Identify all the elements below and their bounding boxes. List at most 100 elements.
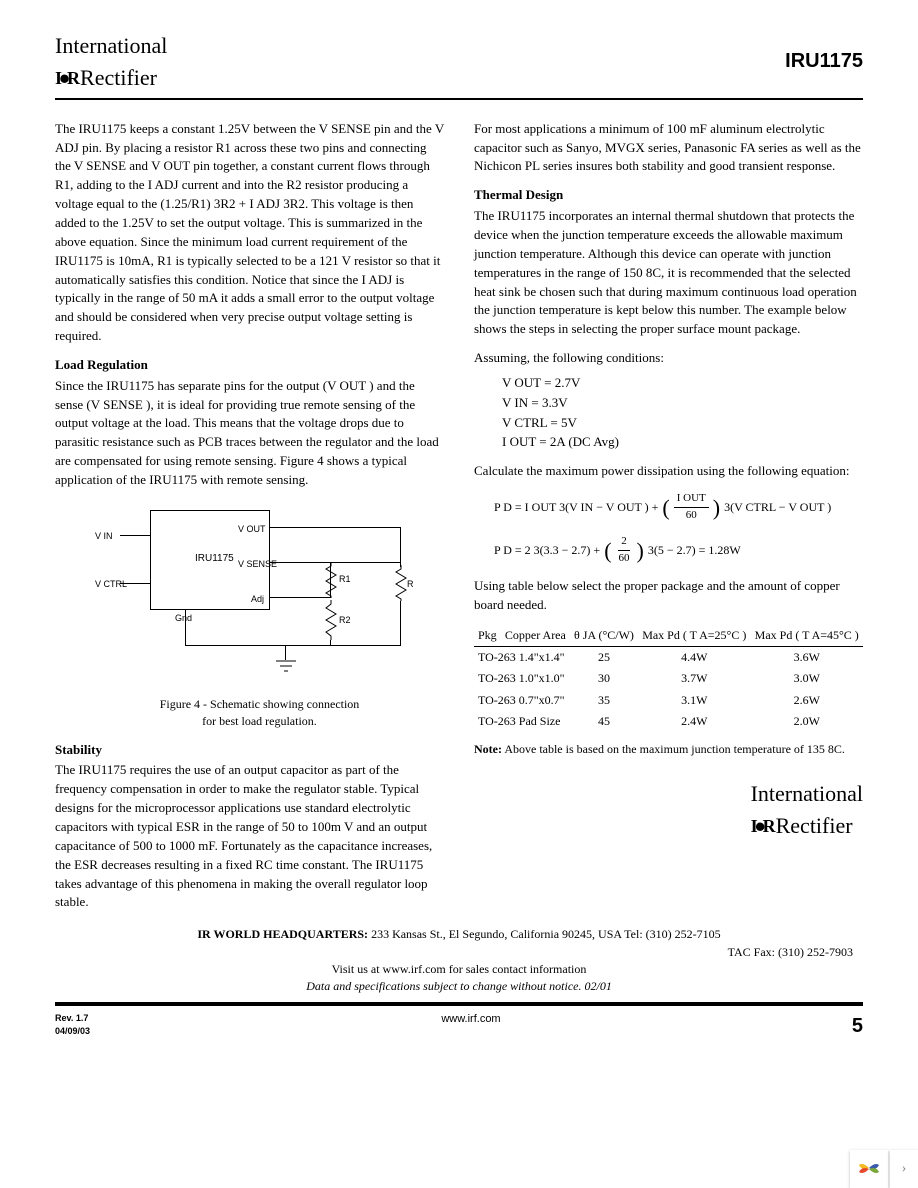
bottom-vendor-logo: International I⦁R Rectifier	[474, 778, 863, 842]
resistor-parasitic	[395, 565, 405, 601]
table-row: TO-263 1.0"x1.0" 30 3.7W 3.0W	[474, 668, 863, 689]
hq-address: 233 Kansas St., El Segundo, California 9…	[368, 927, 721, 941]
cell-pd2: 3.0W	[751, 668, 864, 689]
th-pkg: Pkg	[474, 625, 501, 647]
cell-pd1: 4.4W	[638, 646, 750, 668]
paren-icon: )	[713, 499, 720, 517]
logo-line-top: International	[55, 30, 167, 62]
viewer-next-button[interactable]: ›	[890, 1150, 918, 1188]
eq2-lhs: P D = 2 3(3.3 − 2.7) +	[494, 542, 600, 559]
wire	[120, 535, 150, 536]
paren-icon: (	[604, 542, 611, 560]
pin-adj-label: Adj	[251, 593, 264, 606]
figure-4: IRU1175 V IN V CTRL V OUT V SENSE Adj Gn…	[75, 500, 444, 731]
figure-caption-line-2: for best load regulation.	[202, 714, 317, 728]
part-number: IRU1175	[785, 47, 863, 76]
right-top-paragraph: For most applications a minimum of 100 m…	[474, 120, 863, 177]
logo-word: Rectifier	[80, 62, 157, 94]
hq-fax: TAC Fax: (310) 252-7903	[55, 944, 863, 961]
resistor-r1-label: R1	[339, 573, 351, 586]
paren-icon: )	[637, 542, 644, 560]
eq2-num: 2	[618, 534, 630, 551]
schematic-box: IRU1175 V IN V CTRL V OUT V SENSE Adj Gn…	[75, 500, 415, 690]
assume-vctrl: V CTRL = 5V	[502, 414, 863, 433]
resistor-r1	[325, 562, 335, 598]
pin-vctrl-label: V CTRL	[95, 578, 127, 591]
wire	[285, 645, 286, 660]
wire	[330, 640, 331, 646]
note-label: Note:	[474, 742, 502, 756]
vendor-logo: International I⦁R Rectifier	[55, 30, 167, 94]
viewer-logo-button[interactable]	[850, 1150, 888, 1188]
eq1-num: I OUT	[674, 491, 709, 508]
assumptions-list: V OUT = 2.7V V IN = 3.3V V CTRL = 5V I O…	[502, 374, 863, 452]
cell-pd1: 3.7W	[638, 668, 750, 689]
intro-paragraph: The IRU1175 keeps a constant 1.25V betwe…	[55, 120, 444, 346]
assumptions-intro: Assuming, the following conditions:	[474, 349, 863, 368]
wire	[185, 610, 186, 645]
table-row: TO-263 Pad Size 45 2.4W 2.0W	[474, 711, 863, 732]
viewer-overlay: ›	[850, 1150, 918, 1188]
logo-line-top: International	[751, 778, 863, 810]
left-column: The IRU1175 keeps a constant 1.25V betwe…	[55, 120, 444, 922]
pin-gnd-label: Gnd	[175, 612, 192, 625]
table-header-row: Pkg Copper Area θ JA (°C/W) Max Pd ( T A…	[474, 625, 863, 647]
hq-disclaimer: Data and specifications subject to chang…	[55, 978, 863, 995]
petal-logo-icon	[856, 1156, 882, 1182]
ground-icon	[275, 660, 297, 680]
cell-pkg: TO-263 0.7"x0.7"	[474, 690, 570, 711]
revision-label: Rev. 1.7 04/09/03	[55, 1012, 90, 1038]
wire	[400, 527, 401, 567]
note-text: Above table is based on the maximum junc…	[502, 742, 845, 756]
section-heading-stability: Stability	[55, 741, 444, 760]
cell-pd2: 2.0W	[751, 711, 864, 732]
page-footer: Rev. 1.7 04/09/03 www.irf.com 5	[55, 1006, 863, 1041]
chevron-right-icon: ›	[902, 1159, 907, 1179]
load-paragraph: Since the IRU1175 has separate pins for …	[55, 377, 444, 490]
wire	[120, 583, 150, 584]
cell-pd1: 3.1W	[638, 690, 750, 711]
figure-caption-line-1: Figure 4 - Schematic showing connection	[160, 697, 360, 711]
hq-visit: Visit us at www.irf.com for sales contac…	[55, 961, 863, 978]
section-heading-load: Load Regulation	[55, 356, 444, 375]
wire	[400, 601, 401, 646]
eq1-den: 60	[683, 508, 700, 524]
assume-vin: V IN = 3.3V	[502, 394, 863, 413]
chip-label: IRU1175	[195, 552, 234, 567]
cell-theta: 35	[570, 690, 638, 711]
section-heading-thermal: Thermal Design	[474, 186, 863, 205]
table-intro: Using table below select the proper pack…	[474, 577, 863, 615]
wire	[185, 645, 401, 646]
th-theta: θ JA (°C/W)	[570, 625, 638, 647]
eq2-rhs: 3(5 − 2.7) = 1.28W	[648, 542, 741, 559]
cell-pkg: TO-263 1.4"x1.4"	[474, 646, 570, 668]
wire	[270, 597, 330, 598]
eq2-fraction: 2 60	[616, 534, 633, 567]
pin-vsense-label: V SENSE	[238, 558, 277, 571]
wire	[330, 562, 400, 563]
cell-theta: 30	[570, 668, 638, 689]
cell-pd1: 2.4W	[638, 711, 750, 732]
cell-theta: 25	[570, 646, 638, 668]
calc-intro: Calculate the maximum power dissipation …	[474, 462, 863, 481]
th-maxpd2: Max Pd ( T A=45°C )	[751, 625, 864, 647]
resistor-r2	[325, 600, 335, 640]
resistor-parasitic-label: R	[407, 578, 414, 591]
paren-icon: (	[662, 499, 669, 517]
th-copper: Copper Area	[501, 625, 570, 647]
equation-1: P D = I OUT 3(V IN − V OUT ) + ( I OUT 6…	[494, 491, 863, 567]
thermal-paragraph: The IRU1175 incorporates an internal the…	[474, 207, 863, 339]
headquarters-block: IR WORLD HEADQUARTERS: 233 Kansas St., E…	[55, 926, 863, 996]
eq2-den: 60	[616, 551, 633, 567]
cell-theta: 45	[570, 711, 638, 732]
logo-icon: I⦁R	[751, 813, 774, 839]
eq1-rhs: 3(V CTRL − V OUT )	[724, 499, 831, 516]
wire	[270, 562, 330, 563]
thermal-table: Pkg Copper Area θ JA (°C/W) Max Pd ( T A…	[474, 625, 863, 733]
cell-pd2: 3.6W	[751, 646, 864, 668]
cell-pkg: TO-263 1.0"x1.0"	[474, 668, 570, 689]
eq1-lhs: P D = I OUT 3(V IN − V OUT ) +	[494, 499, 658, 516]
table-row: TO-263 1.4"x1.4" 25 4.4W 3.6W	[474, 646, 863, 668]
logo-word: Rectifier	[776, 810, 853, 842]
pin-vout-label: V OUT	[238, 523, 266, 536]
